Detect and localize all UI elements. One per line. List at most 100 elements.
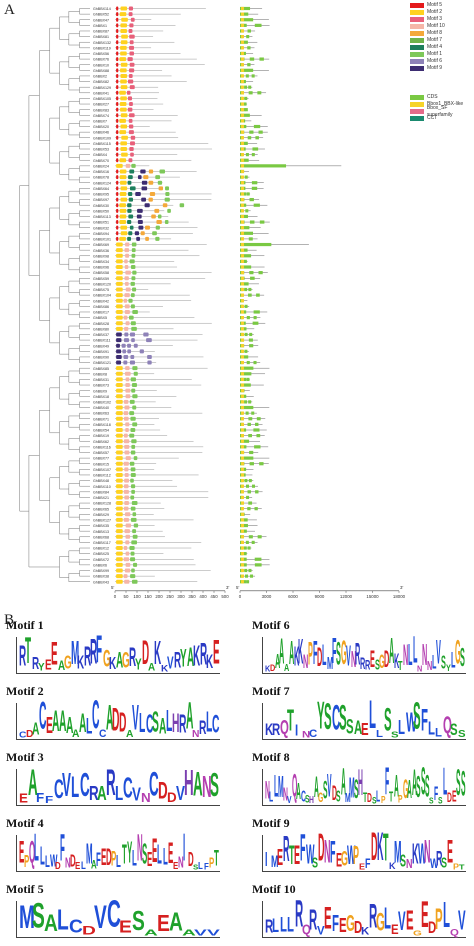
- cds-block: [243, 377, 247, 382]
- logo-residue: R: [19, 642, 27, 674]
- bbox-domain: [241, 46, 244, 50]
- legend-swatch: [410, 38, 424, 43]
- legend-swatch: [410, 45, 424, 50]
- logo-residue: N: [265, 778, 270, 806]
- logo-residue: S: [460, 645, 466, 674]
- motif-block: [124, 579, 130, 584]
- logo-residue: E: [451, 788, 457, 806]
- tree-branch: [59, 556, 69, 578]
- tree-branch: [49, 387, 60, 434]
- cds-block: [247, 490, 251, 494]
- motif-block: [127, 180, 132, 185]
- tree-branch: [68, 235, 80, 248]
- cds-block: [247, 46, 251, 50]
- logo-residue: E: [359, 862, 366, 872]
- logo-residue: T: [121, 840, 127, 872]
- bbox-domain: [241, 405, 244, 410]
- motif-block: [130, 557, 136, 562]
- logo-residue: S: [438, 795, 443, 806]
- motif-legend: Motif 5 Motif 2 Motif 3 Motif 10 Motif 8 Moti…: [410, 2, 445, 72]
- tree-branch: [59, 466, 69, 490]
- motif-block: [132, 405, 137, 410]
- cds-block: [258, 130, 263, 134]
- legend-swatch: [410, 116, 424, 121]
- axis-tick-label: 250: [166, 594, 174, 599]
- bbox-domain: [241, 484, 244, 488]
- logo-residue: D: [353, 919, 363, 938]
- motif-block: [123, 489, 129, 494]
- logo-residue: T: [389, 789, 394, 806]
- logo-residue: M: [394, 837, 402, 872]
- bbox-domain: [241, 540, 244, 544]
- logo-residue: L: [431, 652, 437, 674]
- bbox-domain: [241, 130, 244, 134]
- logo-x-axis: [262, 871, 466, 872]
- logo-residue: S: [441, 855, 448, 872]
- motif-block: [129, 332, 136, 337]
- motif-block: [116, 73, 119, 78]
- tree-branch: [79, 424, 90, 431]
- motif-block: [124, 265, 129, 270]
- logo-residue: R: [89, 635, 98, 674]
- cds-block: [240, 113, 250, 117]
- tree-branch: [49, 477, 60, 523]
- logo-residue: P: [111, 848, 117, 872]
- logo-residue: K: [193, 642, 201, 674]
- gene-label: GhBBX91: [93, 350, 109, 354]
- motif-block: [125, 366, 130, 371]
- cds-block: [246, 377, 250, 382]
- logo-residue: L: [322, 641, 327, 674]
- motif-block: [157, 214, 162, 219]
- motif-block: [123, 354, 129, 359]
- cds-block: [255, 490, 259, 494]
- structure-legend: CDS Bbox1_BBX-like Bbox_SF superfamily CCT: [410, 94, 474, 122]
- axis-tick-label: 150: [144, 594, 152, 599]
- logo-residue: M: [19, 902, 36, 938]
- cds-block: [252, 321, 259, 325]
- cds-block: [249, 450, 254, 455]
- motif-block: [124, 568, 131, 573]
- cds-block: [245, 74, 249, 78]
- motif-block: [128, 73, 133, 78]
- logo-residue: E: [294, 842, 301, 872]
- logo-residue: E: [45, 714, 53, 740]
- tree-branch: [68, 190, 80, 203]
- logo-residue: S: [339, 701, 347, 740]
- tree-branch: [79, 536, 90, 543]
- legend-label: Motif 7: [427, 37, 443, 43]
- cds-block: [240, 6, 251, 11]
- logo-residue: L: [165, 706, 172, 740]
- motif-block: [116, 17, 119, 22]
- tree-branch: [79, 289, 90, 296]
- logo-residue: K: [293, 642, 299, 674]
- motif-block: [119, 158, 127, 163]
- gene-label: GhBBX84: [93, 490, 109, 494]
- logo-residue: V: [316, 925, 325, 938]
- bbox-domain: [241, 535, 244, 539]
- gene-label: GhBBX17: [93, 311, 109, 315]
- cds-block: [251, 484, 255, 488]
- cds-block: [248, 400, 252, 404]
- motif-block: [147, 354, 152, 359]
- cds-block: [243, 552, 247, 556]
- cds-block: [244, 96, 248, 101]
- logo-residue: S: [383, 704, 392, 740]
- bbox-domain: [241, 40, 244, 44]
- bbox-domain: [241, 220, 244, 224]
- gene-label: GhBBX2: [93, 75, 107, 79]
- logo-residue: R: [435, 848, 443, 872]
- bbox-domain: [241, 304, 244, 308]
- logo-residue: V: [327, 770, 332, 806]
- bbox-domain: [241, 507, 244, 511]
- motif-block: [127, 96, 132, 101]
- motif-block: [130, 265, 136, 270]
- logo-residue: S: [312, 856, 319, 872]
- gene-label: GhBBX30: [93, 204, 109, 208]
- tree-branch: [79, 514, 90, 521]
- cds-block: [248, 501, 253, 505]
- sequence-logo: bitsEAFFCVLCRARLCVNCDDVHANS: [16, 766, 220, 812]
- logo-residue: P: [208, 856, 215, 872]
- gene-label: GhBBX4: [93, 153, 107, 157]
- bbox-domain: [241, 467, 244, 471]
- motif-block: [179, 203, 185, 208]
